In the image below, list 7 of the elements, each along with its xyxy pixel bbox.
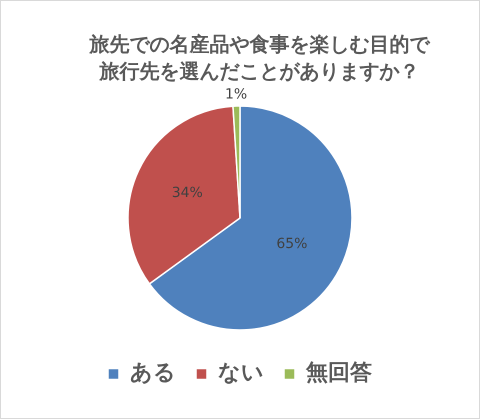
- data-label: 34%: [172, 184, 203, 201]
- data-label: 65%: [276, 236, 308, 252]
- legend-label: ある: [130, 360, 176, 386]
- data-label: 1%: [225, 86, 248, 103]
- chart-title: 旅先での名産品や食事を楽しむ目的で旅行先を選んだことがありますか？: [88, 31, 432, 85]
- legend-label: 無回答: [305, 360, 372, 386]
- legend-label: ない: [218, 360, 264, 386]
